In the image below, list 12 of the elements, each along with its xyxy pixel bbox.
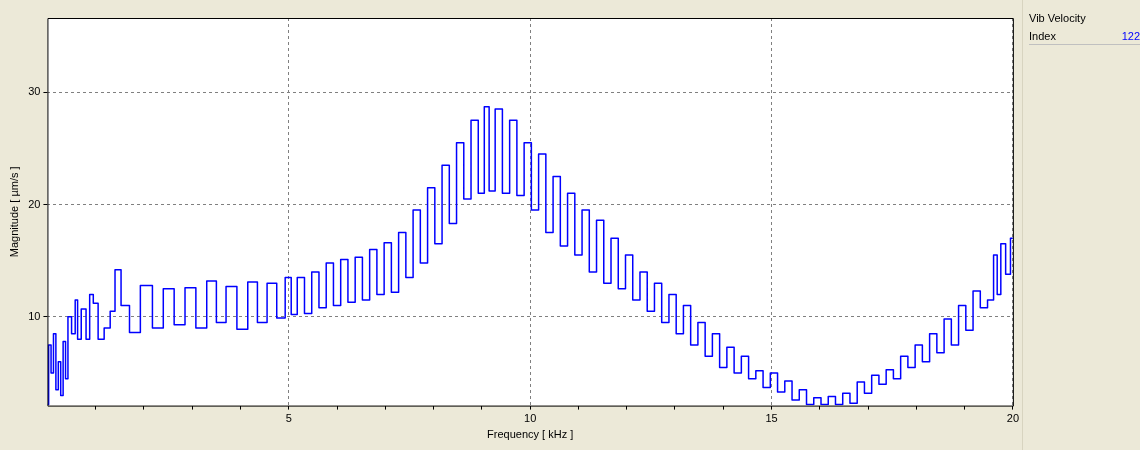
y-tick-label: 30 — [28, 85, 41, 98]
y-axis-title: Magnitude [ µm/s ] — [7, 166, 20, 258]
x-tick-label: 10 — [524, 412, 537, 425]
x-tick-label: 5 — [285, 412, 292, 425]
x-tick-label: 15 — [765, 412, 778, 425]
x-tick-label: 20 — [1006, 412, 1020, 425]
y-tick-label: 10 — [28, 309, 41, 322]
text: Vib Velocity — [1029, 12, 1087, 24]
y-tick-label: 20 — [28, 197, 41, 210]
x-axis-title: Frequency [ kHz ] — [487, 428, 574, 441]
text: 122 — [1121, 30, 1140, 42]
text: Index — [1029, 30, 1056, 42]
